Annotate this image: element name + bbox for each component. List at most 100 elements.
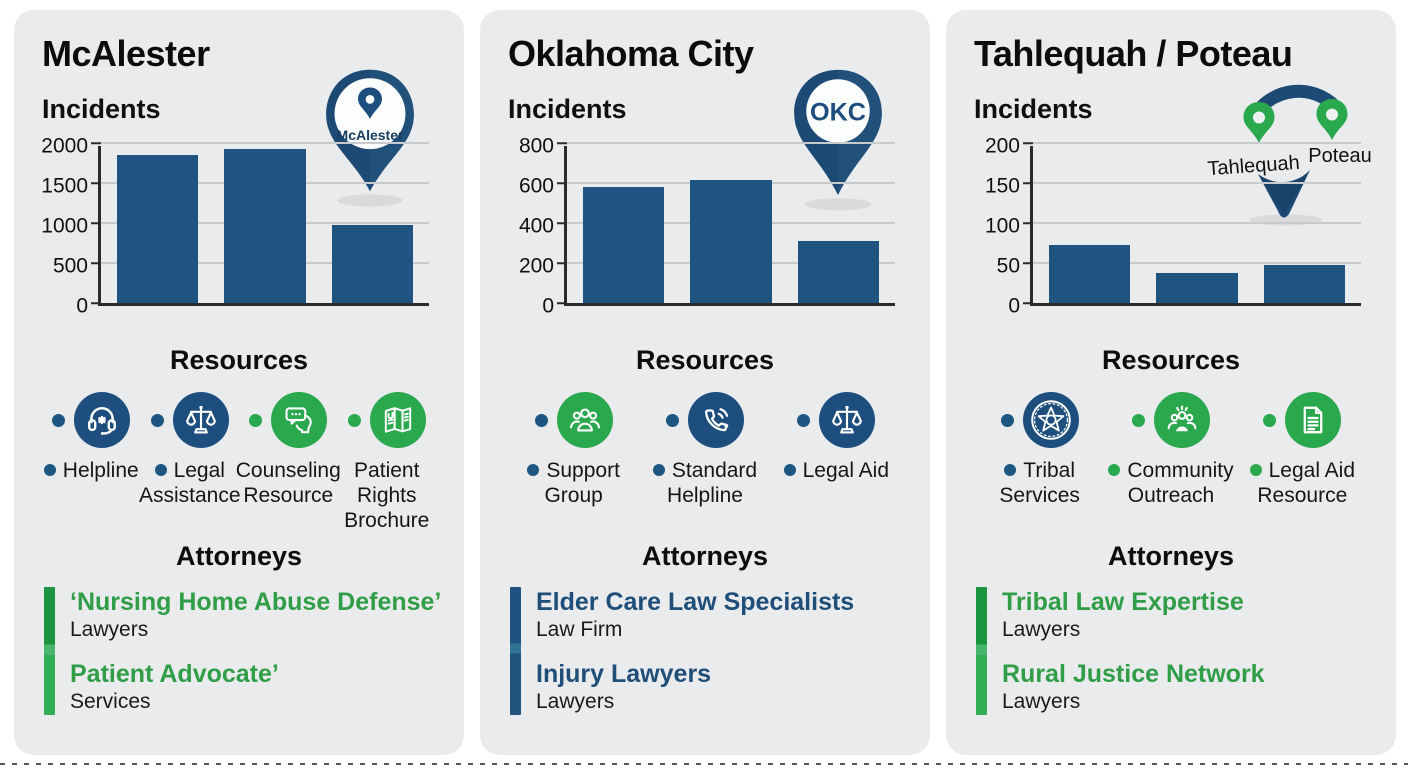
incidents-chart: 0 50 100 150 200 (974, 134, 1368, 326)
resource-label: Standard Helpline (639, 459, 770, 509)
attorneys-heading: Attorneys (1107, 541, 1235, 572)
gridline (1033, 222, 1361, 224)
city-title: McAlester (42, 33, 210, 74)
axis-tick-mark (1023, 181, 1033, 185)
y-tick-label: 0 (542, 294, 554, 318)
bullet-dot (652, 464, 665, 477)
resource-item: Patient Rights Brochure (338, 392, 437, 536)
mcalester-card: McAlester McAlester Incidents 0 500 1000 15… (14, 10, 464, 755)
axis-tick-mark (91, 221, 101, 225)
resource-label: Patient Rights Brochure (344, 459, 430, 532)
incidents-heading: Incidents (42, 94, 161, 124)
gridline (1033, 182, 1361, 184)
resource-item: Legal Aid (771, 392, 902, 536)
attorney-subtitle: Lawyers (536, 689, 615, 713)
chart-y-axis: 0 50 100 150 200 (974, 136, 1030, 317)
incident-bar (583, 187, 665, 303)
chart-plot-area (91, 141, 429, 306)
resources-heading: Resources (635, 345, 775, 375)
phone-icon (687, 392, 744, 449)
bars-group (567, 146, 895, 303)
bullet-dot (1263, 413, 1277, 427)
resource-item: Helpline (42, 392, 141, 536)
resource-item: Tribal Services (974, 392, 1105, 536)
incident-bar (117, 155, 199, 303)
attorney-subtitle: Lawyers (70, 617, 149, 641)
chart-y-axis: 0 500 1000 1500 2000 (41, 136, 98, 317)
y-tick-label: 50 (996, 254, 1020, 278)
bottom-dashed-line (0, 763, 1408, 765)
attorneys-list: Tribal Law Expertise Lawyers Rural Justi… (974, 586, 1368, 716)
resource-item: Legal Aid Resource (1237, 392, 1368, 536)
axis-tick-mark (1023, 301, 1033, 305)
resource-label: Support Group (508, 459, 639, 509)
attorneys-list: Elder Care Law Specialists Law Firm Inju… (508, 586, 902, 716)
resources-row: Helpline (42, 392, 436, 536)
bullet-dot (347, 413, 361, 427)
oklahoma-city-card: Oklahoma City OKC Incidents 0 200 400 600 80… (480, 10, 930, 755)
city-title: Oklahoma City (508, 33, 754, 74)
attorney-name: Tribal Law Expertise (1002, 587, 1244, 616)
bullet-dot (527, 464, 540, 477)
resources-heading: Resources (169, 345, 309, 375)
incidents-chart: 0 200 400 600 800 (508, 134, 902, 326)
headset-icon (74, 392, 131, 449)
resource-label: Legal Assistance (138, 459, 241, 508)
bullet-dot (249, 413, 263, 427)
attorneys-heading: Attorneys (641, 541, 769, 572)
incident-bar (1156, 272, 1238, 303)
axis-tick-mark (91, 141, 101, 145)
counseling-icon (271, 392, 328, 449)
y-tick-label: 150 (984, 174, 1020, 198)
chart-plot-area (1023, 141, 1361, 306)
axis-tick-mark (91, 301, 101, 305)
bullet-dot (783, 464, 796, 477)
y-tick-label: 200 (984, 134, 1020, 158)
axis-tick-mark (557, 261, 567, 265)
bullet-dot (150, 413, 164, 427)
attorney-name: Injury Lawyers (536, 659, 712, 688)
attorney-entry: ‘Nursing Home Abuse Defense’ Lawyers (70, 587, 441, 644)
bars-group (1033, 146, 1361, 303)
axis-tick-mark (1023, 141, 1033, 145)
attorney-subtitle: Lawyers (1002, 689, 1081, 713)
gridline (1033, 262, 1361, 264)
attorneys-heading: Attorneys (175, 541, 303, 572)
incident-bar (797, 241, 879, 303)
incident-bar (1263, 265, 1345, 303)
incidents-chart: 0 500 1000 1500 2000 (41, 134, 436, 326)
incident-bar (1049, 245, 1131, 303)
y-tick-label: 500 (52, 254, 88, 278)
axis-tick-mark (557, 181, 567, 185)
y-tick-label: 1500 (41, 174, 88, 198)
scales-icon (172, 392, 229, 449)
y-tick-label: 600 (518, 174, 554, 198)
accent-bar (510, 586, 521, 716)
attorney-name: Patient Advocate’ (70, 659, 279, 688)
resource-label: Legal Aid (783, 459, 889, 484)
bullet-dot (1108, 464, 1121, 477)
attorneys-list: ‘Nursing Home Abuse Defense’ Lawyers Pat… (42, 586, 441, 716)
resource-item: Community Outreach (1105, 392, 1236, 536)
y-tick-label: 100 (984, 214, 1020, 238)
accent-bar (976, 586, 987, 716)
bullet-dot (797, 413, 811, 427)
attorney-entry: Patient Advocate’ Services (70, 659, 441, 716)
bullet-dot (43, 464, 56, 477)
resource-label: Counseling Resource (235, 459, 341, 508)
axis-tick-mark (91, 181, 101, 185)
people-icon (556, 392, 613, 449)
resource-label: Legal Aid Resource (1237, 459, 1368, 509)
resource-item: Legal Assistance (138, 392, 241, 536)
resource-label: Helpline (43, 459, 139, 484)
tahlequah-poteau-card: Tahlequah / Poteau Tahlequah Poteau Inci… (946, 10, 1396, 755)
incidents-heading: Incidents (974, 94, 1093, 124)
resource-item: Support Group (508, 392, 639, 536)
chart-plot-area (557, 141, 895, 306)
chart-y-axis: 0 200 400 600 800 (508, 136, 564, 317)
scales-icon (819, 392, 876, 449)
incident-bar (690, 180, 772, 303)
attorney-name: ‘Nursing Home Abuse Defense’ (70, 587, 442, 616)
brochure-icon (369, 392, 426, 449)
